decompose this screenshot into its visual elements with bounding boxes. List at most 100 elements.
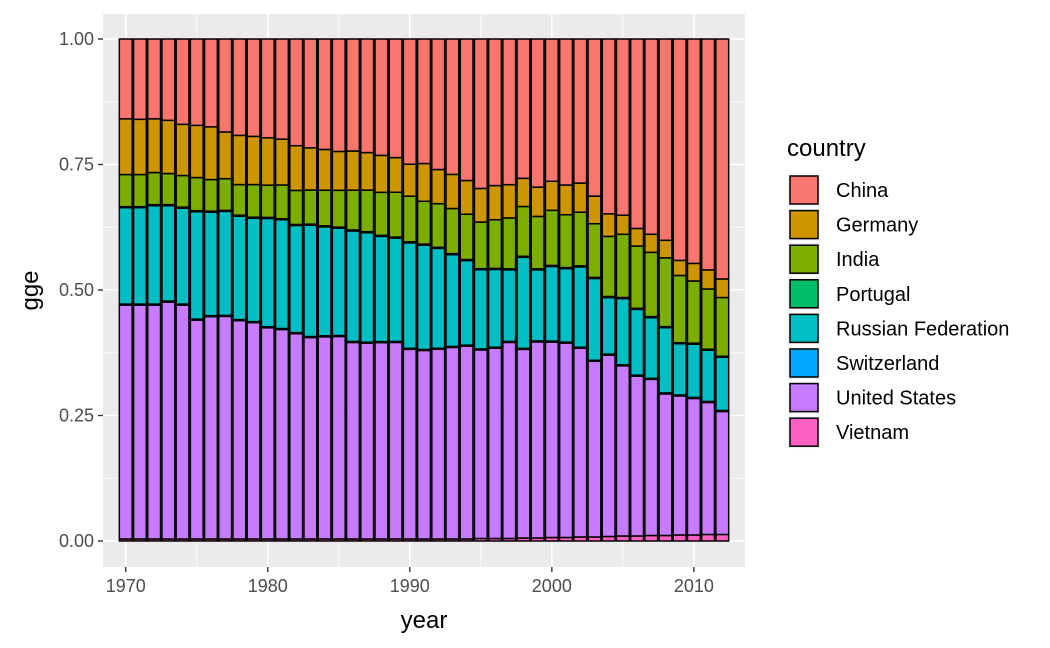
bar-segment [416,244,432,351]
bar-segment [132,304,148,540]
bar-segment [445,173,460,210]
bar-segment [516,205,531,258]
bar-segment [502,341,517,540]
bar-segment [232,215,247,321]
bar-segment [473,268,488,350]
bar-segment [558,267,574,343]
bar-segment [558,184,574,216]
bar-segment [317,148,332,191]
bar-segment [218,210,233,317]
bar-segment [573,182,588,213]
bar-segment [260,38,275,139]
bar-segment [629,535,645,542]
bar-segment [289,144,304,192]
bar-segment [218,315,233,540]
bar-segment [360,38,375,154]
bar-segment [132,38,148,121]
bar-segment [132,206,148,305]
bar-segment [303,224,318,338]
bar-segment [686,397,702,536]
bar-segment [629,227,645,247]
bar-segment [289,189,304,226]
legend-label: Portugal [836,284,911,306]
legend-label: China [836,180,889,202]
bar-segment [161,119,176,175]
bar-segment [715,38,730,280]
bar-segment [132,173,148,208]
bars-layer [118,38,730,542]
bar-segment [530,186,545,218]
bar-segment [644,233,659,254]
bar-segment [317,226,332,337]
bar-segment [700,349,716,403]
bar-segment [629,38,645,230]
bar-segment [459,38,474,182]
bar-segment [175,304,190,540]
bar-segment [530,38,545,188]
bar-segment [246,38,261,138]
bar-segment [402,242,417,350]
bar-segment [402,195,417,243]
bar-segment [203,38,219,128]
bar-segment [331,335,346,540]
bar-segment [246,135,261,186]
x-tick-label: 2010 [674,576,714,596]
legend-label: Vietnam [836,422,909,444]
bar-segment [715,533,730,542]
bar-segment [203,178,219,212]
bar-segment [587,222,602,279]
bar-segment [416,162,432,203]
bar-segment [686,262,702,282]
bar-segment [218,177,233,212]
bar-segment [502,269,517,343]
bar-segment [303,189,318,225]
bar-segment [388,237,403,343]
y-axis-title: gge [17,270,44,310]
legend: country China Germany India Portugal Russian… [787,135,1009,449]
y-tick-label: 0.25 [59,406,94,426]
bar-segment [502,38,517,186]
bar-segment [658,393,673,537]
bar-segment [189,124,204,179]
bar-segment [146,304,162,540]
bar-segment [558,38,574,186]
bar-segment [374,235,389,343]
bar-segment [274,219,290,330]
bar-segment [672,534,687,542]
bar-segment [260,184,275,219]
legend-swatch [789,209,819,240]
legend-label: India [836,249,880,271]
bar-segment [161,204,176,302]
bar-segment [615,38,630,216]
bar-segment [289,332,304,540]
bar-segment [374,38,389,157]
bar-segment [317,38,332,151]
bar-segment [558,213,574,269]
bar-segment [345,189,361,231]
legend-swatch [789,175,819,205]
bar-segment [629,375,645,537]
bar-segment [445,207,460,255]
bar-segment [345,230,361,343]
bar-segment [473,221,488,270]
bar-segment [317,189,332,227]
bar-segment [601,38,616,215]
x-tick-label: 1980 [248,576,288,596]
bar-segment [573,211,588,267]
bar-segment [388,156,403,193]
bar-segment [601,213,616,238]
bar-segment [175,38,190,126]
y-tick-label: 0.50 [59,280,94,300]
y-axis: 0.00 0.25 0.50 0.75 1.00 [59,29,103,551]
bar-segment [402,38,417,165]
bar-segment [274,184,290,220]
bar-segment [118,118,133,176]
bar-segment [416,349,432,540]
bar-segment [431,38,446,171]
bar-segment [516,348,531,539]
bar-segment [345,38,361,152]
bar-segment [232,183,247,216]
bar-segment [189,210,204,320]
bar-segment [658,257,673,328]
